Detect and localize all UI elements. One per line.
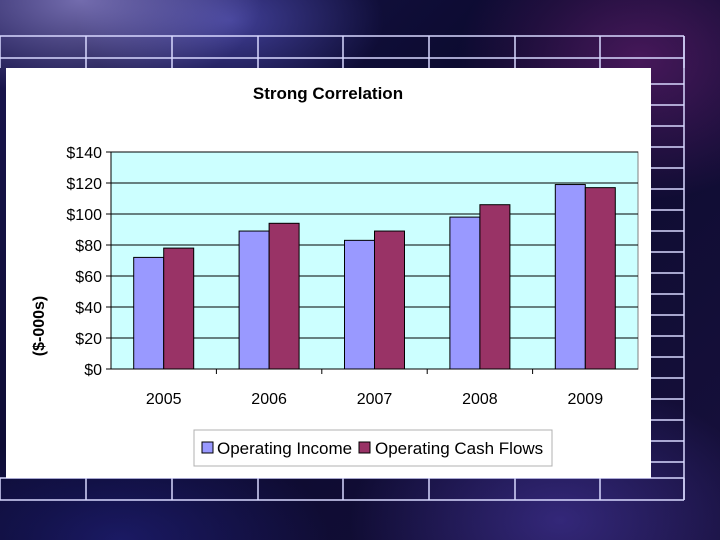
- y-tick-label: $140: [66, 145, 102, 162]
- bar-operating-income-2005: [133, 256, 165, 370]
- legend-label-operating-income: Operating Income: [217, 439, 352, 458]
- bars: [133, 184, 616, 370]
- y-tick-label: $120: [66, 176, 102, 193]
- bar-operating-income-2009: [554, 184, 586, 370]
- bar-operating-cash-flows-2006: [268, 222, 300, 370]
- x-tick-label: 2005: [146, 391, 182, 408]
- bar-operating-income-2008: [449, 216, 481, 370]
- x-axis-ticks: 2005 2006 2007 2008 2009: [146, 369, 603, 408]
- y-tick-label: $20: [75, 331, 102, 348]
- axes: [110, 152, 638, 370]
- legend-label-operating-cash-flows: Operating Cash Flows: [375, 439, 543, 458]
- x-tick-label: 2007: [357, 391, 393, 408]
- y-tick-label: $40: [75, 300, 102, 317]
- legend-box: [193, 429, 553, 467]
- y-axis-ticks: $0 $20 $40 $60 $80 $100 $120 $140: [66, 145, 111, 379]
- legend-swatch-operating-cash-flows: [358, 441, 371, 454]
- legend: Operating Income Operating Cash Flows: [193, 429, 553, 467]
- x-tick-label: 2009: [568, 391, 604, 408]
- y-tick-label: $0: [84, 362, 102, 379]
- x-tick-label: 2006: [251, 391, 287, 408]
- bar-operating-cash-flows-2009: [584, 187, 616, 370]
- bar-chart: Strong Correlation $0 $20 $40 $60 $80 $100 $12…: [31, 84, 639, 467]
- bar-operating-cash-flows-2008: [479, 204, 511, 370]
- bar-operating-cash-flows-2005: [163, 247, 195, 370]
- y-tick-label: $60: [75, 269, 102, 286]
- chart-title: Strong Correlation: [253, 84, 403, 103]
- x-tick-label: 2008: [462, 391, 498, 408]
- y-tick-label: $80: [75, 238, 102, 255]
- chart-panel: Strong Correlation $0 $20 $40 $60 $80 $100 $12…: [6, 68, 651, 478]
- y-axis-label: ($-000s): [31, 296, 48, 356]
- bar-operating-income-2007: [344, 239, 375, 370]
- bar-operating-cash-flows-2007: [374, 230, 405, 370]
- y-tick-label: $100: [66, 207, 102, 224]
- legend-swatch-operating-income: [201, 441, 214, 454]
- bar-operating-income-2006: [238, 230, 270, 370]
